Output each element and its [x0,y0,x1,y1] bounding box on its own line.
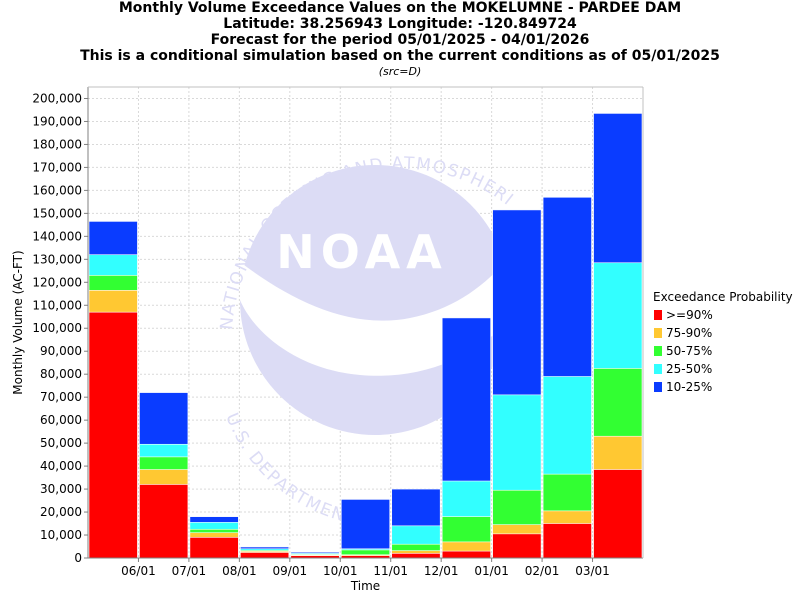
legend-swatch-p50 [654,346,662,356]
chart-period: Forecast for the period 05/01/2025 - 04/… [210,32,590,48]
y-tick-label: 0 [74,551,82,565]
bar-segment-p90 [240,552,290,559]
y-tick-label: 10,000 [40,528,82,542]
bar-segment-p90 [542,523,592,559]
legend-label-p75: 75-90% [666,326,712,340]
bar-segment-p90 [189,537,239,559]
y-tick-label: 170,000 [32,160,82,174]
x-tick-label: 03/01 [575,564,610,578]
x-tick-label: 06/01 [121,564,156,578]
y-tick-label: 160,000 [32,183,82,197]
y-tick-label: 190,000 [32,114,82,128]
x-tick-label: 12/01 [424,564,459,578]
legend-swatch-p25 [654,364,662,374]
chart-source: (src=D) [378,65,422,78]
x-tick-label: 02/01 [525,564,560,578]
y-tick-label: 20,000 [40,505,82,519]
bar-segment-p90 [139,484,189,559]
legend-label-p25: 25-50% [666,362,712,376]
y-tick-label: 50,000 [40,436,82,450]
y-tick-label: 130,000 [32,252,82,266]
axes: 0 10,000 20,000 30,000 40,000 50,000 60,000 70,… [11,86,644,593]
chart-location: Latitude: 38.256943 Longitude: -120.8497… [223,16,577,32]
legend-label-p90: >=90% [666,308,713,322]
y-tick-label: 70,000 [40,390,82,404]
x-tick-label: 09/01 [273,564,308,578]
y-tick-label: 110,000 [32,298,82,312]
bar-segment-p90 [492,533,542,559]
y-tick-label: 140,000 [32,229,82,243]
legend-label-p50: 50-75% [666,344,712,358]
x-tick-label: 08/01 [222,564,257,578]
legend-swatch-p75 [654,328,662,338]
y-tick-label: 200,000 [32,91,82,105]
x-tick-label: 07/01 [172,564,207,578]
x-tick-label: 11/01 [373,564,408,578]
y-tick-label: 150,000 [32,206,82,220]
y-tick-label: 100,000 [32,321,82,335]
legend-label-p10: 10-25% [666,380,712,394]
chart-titles: Monthly Volume Exceedance Values on the … [0,0,800,79]
y-tick-label: 120,000 [32,275,82,289]
y-tick-label: 30,000 [40,482,82,496]
chart-condition: This is a conditional simulation based o… [80,48,720,64]
y-tick-label: 40,000 [40,459,82,473]
noaa-logo-text: NOAA [276,225,448,279]
y-tick-label: 60,000 [40,413,82,427]
legend-title: Exceedance Probability [653,290,793,304]
y-tick-label: 180,000 [32,137,82,151]
y-tick-label: 80,000 [40,367,82,381]
legend-swatch-p10 [654,382,662,392]
y-axis-label: Monthly Volume (AC-FT) [11,250,25,394]
bar-segment-p90 [88,311,138,559]
legend-swatch-p90 [654,310,662,320]
y-tick-label: 90,000 [40,344,82,358]
bars [88,113,643,559]
x-tick-label: 10/01 [323,564,358,578]
bar-segment-p90 [391,553,441,559]
chart-title: Monthly Volume Exceedance Values on the … [118,0,682,16]
bar-segment-p10 [340,499,391,559]
x-tick-label: 01/01 [474,564,509,578]
x-axis-label: Time [350,579,380,593]
bar-segment-p90 [593,469,643,559]
legend: Exceedance Probability >=90% 75-90% 50-75% 2… [653,290,793,394]
bar-segment-p90 [441,550,491,559]
